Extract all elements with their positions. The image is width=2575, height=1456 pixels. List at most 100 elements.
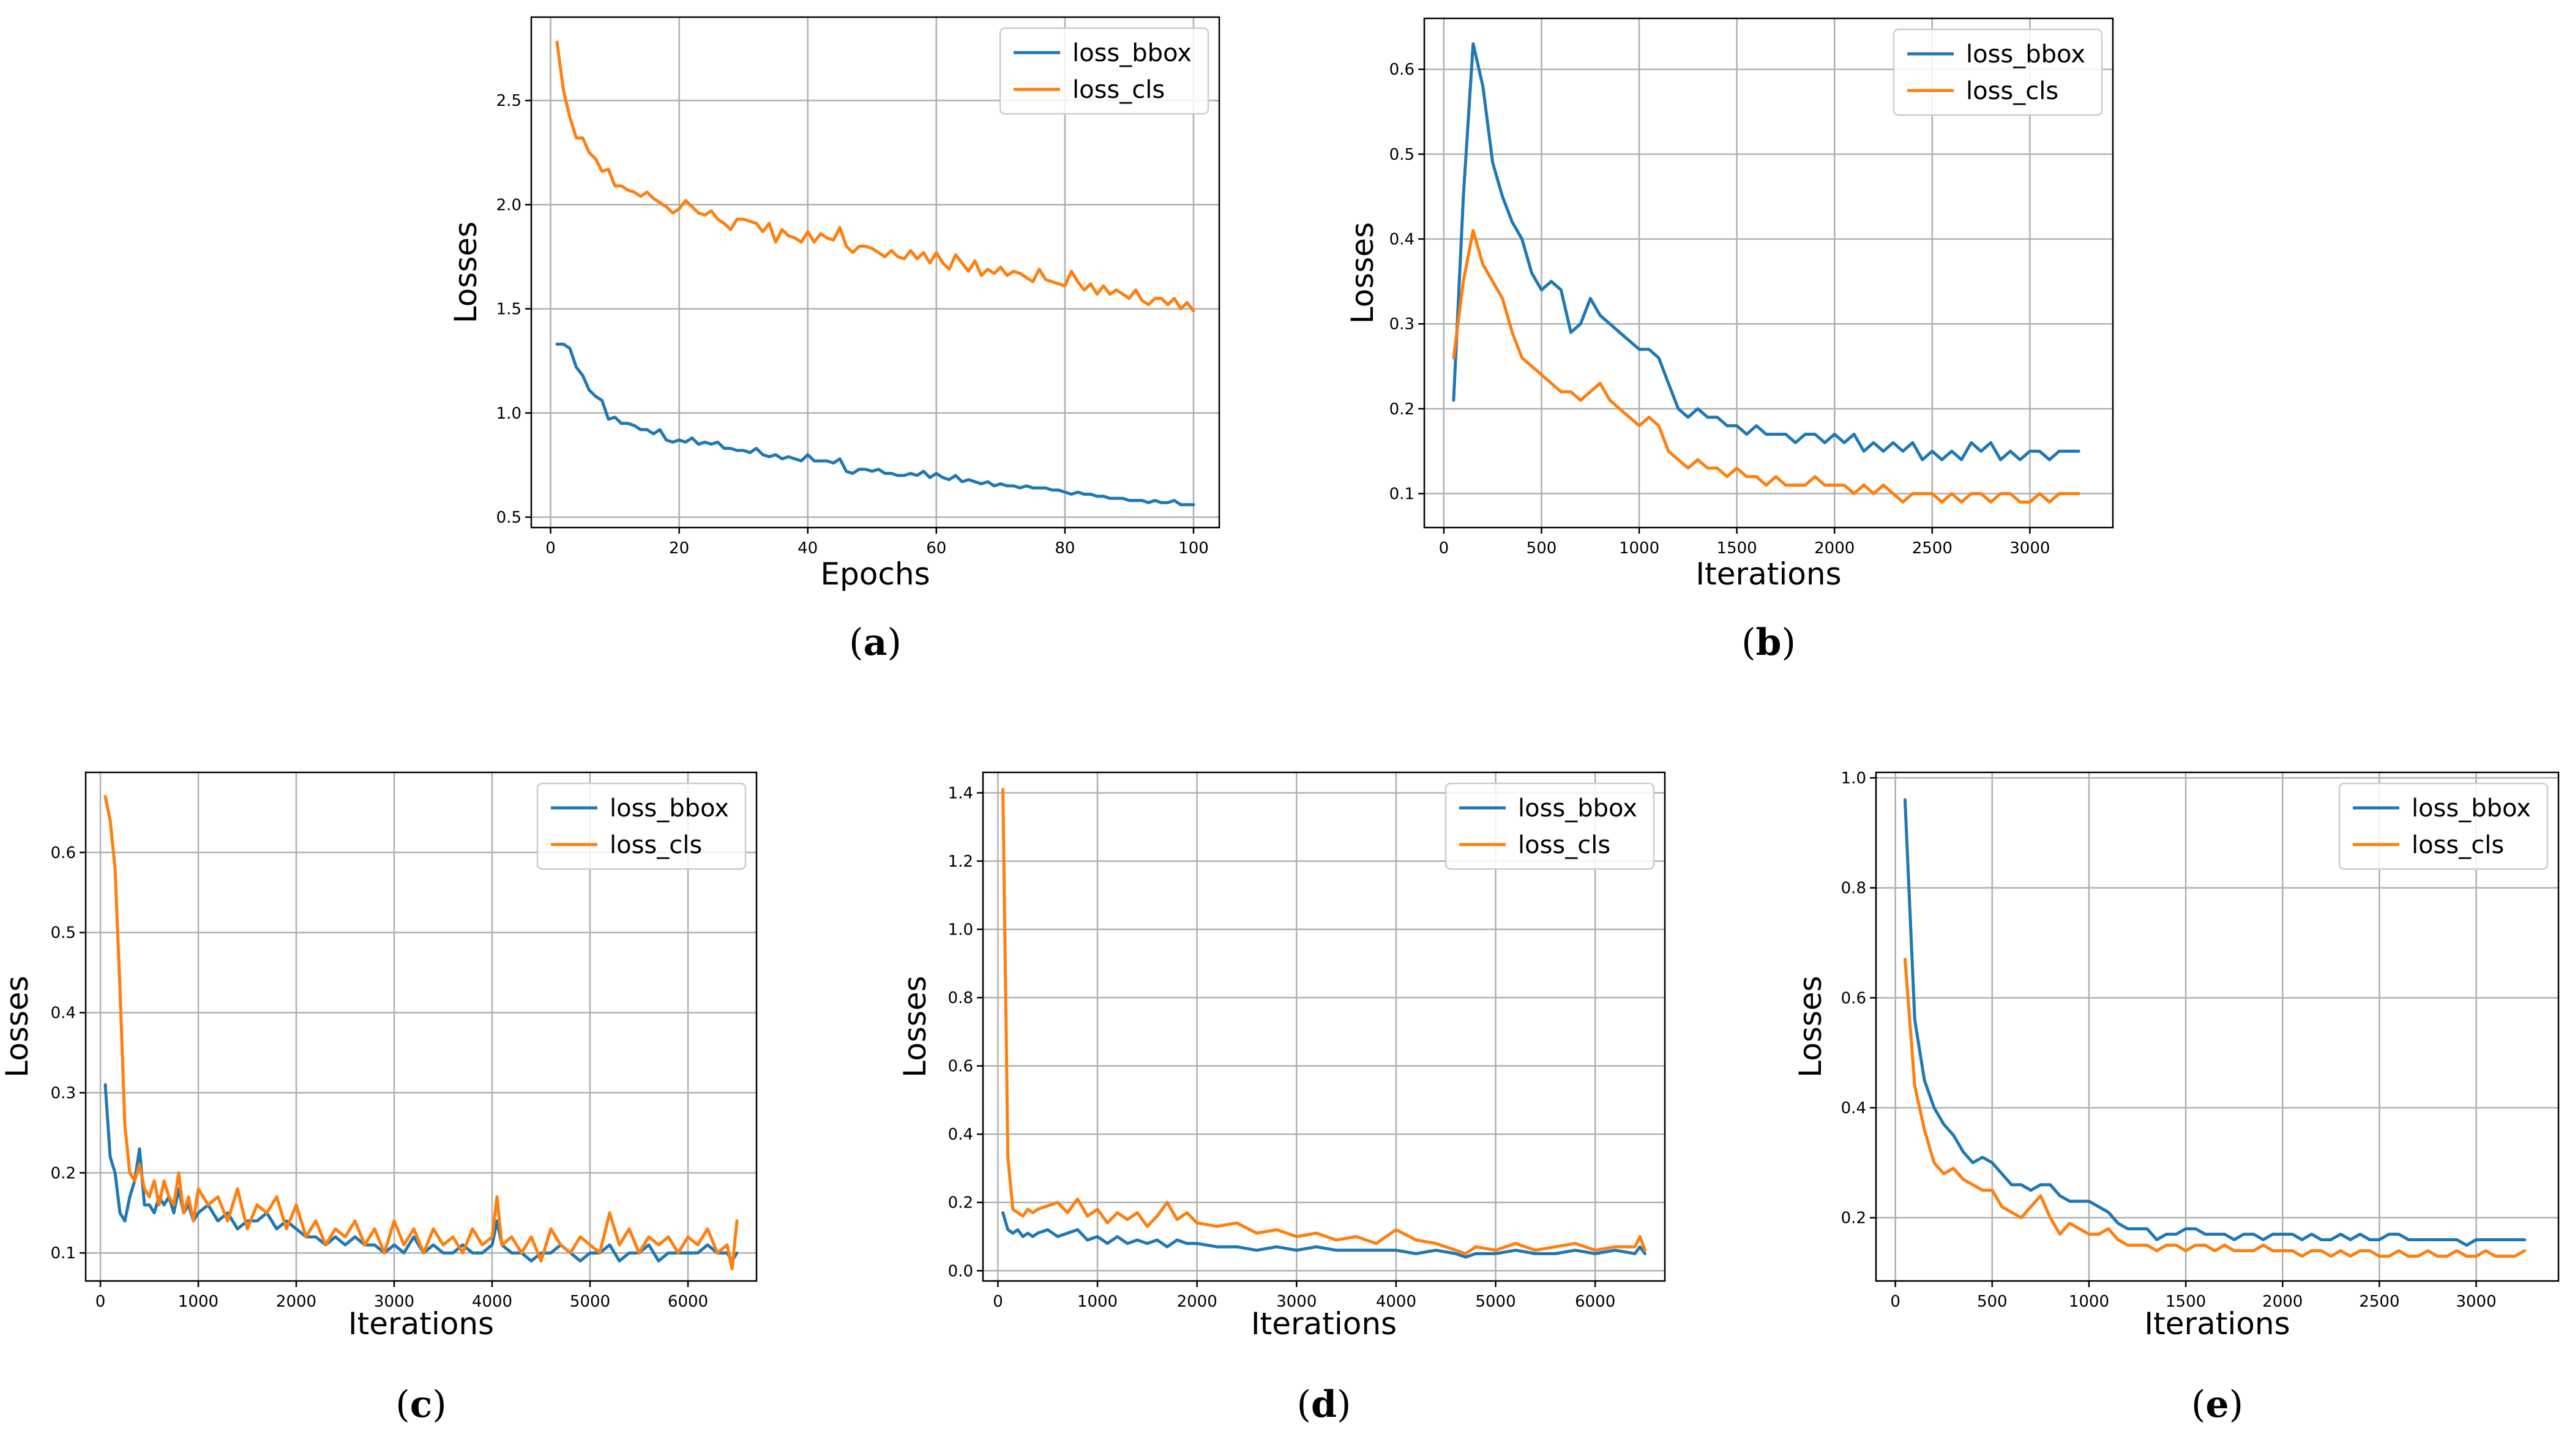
x-tick-label: 6000: [668, 1293, 708, 1311]
caption-letter: c: [410, 1383, 433, 1426]
x-tick-label: 1500: [2166, 1293, 2206, 1311]
y-axis-label: Losses: [1345, 222, 1380, 324]
y-tick-label: 2.5: [496, 92, 521, 110]
x-tick-label: 4000: [1376, 1293, 1416, 1311]
y-tick-label: 0.5: [496, 509, 521, 527]
x-tick-label: 0: [993, 1293, 1003, 1311]
x-axis-label: Iterations: [2144, 1306, 2290, 1342]
y-tick-label: 0.2: [1389, 400, 1415, 419]
y-tick-label: 1.2: [948, 853, 973, 871]
legend-box: [999, 27, 1209, 115]
y-tick-label: 0.0: [948, 1262, 973, 1280]
x-axis-label: Iterations: [348, 1306, 494, 1342]
x-tick-label: 2500: [1912, 539, 1953, 558]
x-tick-label: 500: [1977, 1293, 2008, 1311]
x-tick-label: 0: [95, 1293, 106, 1311]
x-tick-label: 2000: [2262, 1293, 2303, 1311]
x-tick-label: 3000: [374, 1293, 414, 1311]
caption-open-paren: (: [1297, 1383, 1311, 1426]
x-tick-label: 4000: [472, 1293, 512, 1311]
y-tick-label: 0.2: [51, 1164, 76, 1182]
x-axis-label: Epochs: [820, 556, 930, 592]
caption-close-paren: ): [432, 1383, 446, 1426]
panel-caption: (b): [1741, 621, 1796, 664]
series-line-loss-bbox: [1452, 42, 2080, 461]
legend-label: loss_cls: [1518, 831, 1610, 859]
y-axis-label: Losses: [0, 976, 35, 1077]
legend-label: loss_bbox: [1072, 39, 1192, 67]
x-tick-label: 2000: [276, 1293, 316, 1311]
y-tick-label: 0.6: [1841, 989, 1866, 1007]
x-tick-label: 40: [798, 539, 818, 558]
y-tick-label: 0.6: [51, 844, 76, 862]
y-tick-label: 0.6: [948, 1058, 973, 1076]
series-line-loss-bbox: [1903, 798, 2527, 1247]
caption-open-paren: (: [1741, 621, 1755, 664]
x-tick-label: 2500: [2359, 1293, 2399, 1311]
series-line-loss-cls: [1903, 957, 2527, 1258]
x-tick-label: 5000: [570, 1293, 610, 1311]
y-tick-label: 0.6: [1389, 61, 1415, 79]
legend-label: loss_bbox: [1518, 794, 1637, 823]
x-tick-label: 1000: [1619, 539, 1659, 558]
legend-label: loss_bbox: [1966, 40, 2085, 69]
y-tick-label: 0.2: [1841, 1209, 1866, 1228]
legend: loss_bbox loss_cls: [1444, 782, 1655, 870]
y-tick-label: 1.0: [1841, 769, 1866, 788]
y-axis-label: Losses: [897, 976, 933, 1077]
x-tick-label: 0: [545, 539, 556, 558]
y-tick-label: 1.5: [496, 301, 521, 319]
y-axis-label: Losses: [448, 222, 484, 323]
axes-frame: [982, 771, 1666, 1282]
caption-letter: e: [2205, 1383, 2229, 1426]
legend: loss_bbox loss_cls: [1893, 28, 2103, 116]
x-tick-label: 3000: [2009, 539, 2050, 558]
series-line-loss-bbox: [1001, 1211, 1646, 1259]
x-tick-label: 0: [1439, 539, 1449, 558]
legend-label: loss_cls: [1966, 77, 2058, 105]
legend: loss_bbox loss_cls: [999, 27, 1209, 115]
y-tick-label: 0.4: [51, 1004, 76, 1023]
x-tick-label: 20: [669, 539, 689, 558]
y-tick-label: 0.4: [948, 1126, 973, 1144]
y-tick-label: 0.5: [1389, 146, 1415, 164]
y-tick-label: 1.4: [948, 784, 973, 802]
legend-label: loss_bbox: [610, 794, 729, 823]
x-tick-label: 1000: [2069, 1293, 2109, 1311]
legend-box: [2338, 782, 2549, 870]
y-tick-label: 0.3: [51, 1084, 76, 1102]
x-tick-label: 6000: [1575, 1293, 1615, 1311]
series-line-loss-cls: [555, 40, 1195, 313]
x-tick-label: 500: [1527, 539, 1557, 558]
x-tick-label: 5000: [1475, 1293, 1515, 1311]
series-line-loss-cls: [1452, 229, 2080, 504]
legend: loss_bbox loss_cls: [2338, 782, 2549, 870]
caption-open-paren: (: [395, 1383, 409, 1426]
y-tick-label: 1.0: [948, 921, 973, 939]
caption-close-paren: ): [1781, 621, 1795, 664]
x-tick-label: 2000: [1814, 539, 1855, 558]
caption-open-paren: (: [2191, 1383, 2205, 1426]
series-line-loss-cls: [103, 794, 739, 1271]
caption-letter: b: [1756, 621, 1782, 664]
panel-caption: (a): [849, 621, 902, 664]
x-tick-label: 1000: [178, 1293, 219, 1311]
chart-d: 0 1000 2000 3000 4000 5000 6000 0.0 0.2 0.4 0.6 0.8…: [897, 771, 1666, 1426]
series-line-loss-cls: [1001, 788, 1646, 1255]
chart-c: 0 1000 2000 3000 4000 5000 6000 0.1 0.2 0.3 0.4 0.5…: [0, 771, 758, 1426]
x-tick-label: 3000: [2456, 1293, 2496, 1311]
x-tick-label: 60: [926, 539, 946, 558]
chart-a: 0 20 40 60 80 100 0.5 1.0 1.5 2.0 2.5 Epochs Losses l…: [448, 16, 1220, 664]
y-tick-label: 0.4: [1389, 231, 1415, 249]
y-tick-label: 0.2: [948, 1194, 973, 1212]
y-tick-label: 0.5: [51, 924, 76, 943]
y-tick-label: 0.1: [1389, 485, 1415, 504]
axes-frame: [1423, 17, 2114, 529]
caption-close-paren: ): [2229, 1383, 2243, 1426]
x-axis-label: Iterations: [1695, 556, 1841, 592]
caption-close-paren: ): [1337, 1383, 1351, 1426]
legend-box: [536, 782, 747, 870]
x-tick-label: 2000: [1177, 1293, 1217, 1311]
legend: loss_bbox loss_cls: [536, 782, 747, 870]
x-axis-label: Iterations: [1251, 1306, 1397, 1342]
